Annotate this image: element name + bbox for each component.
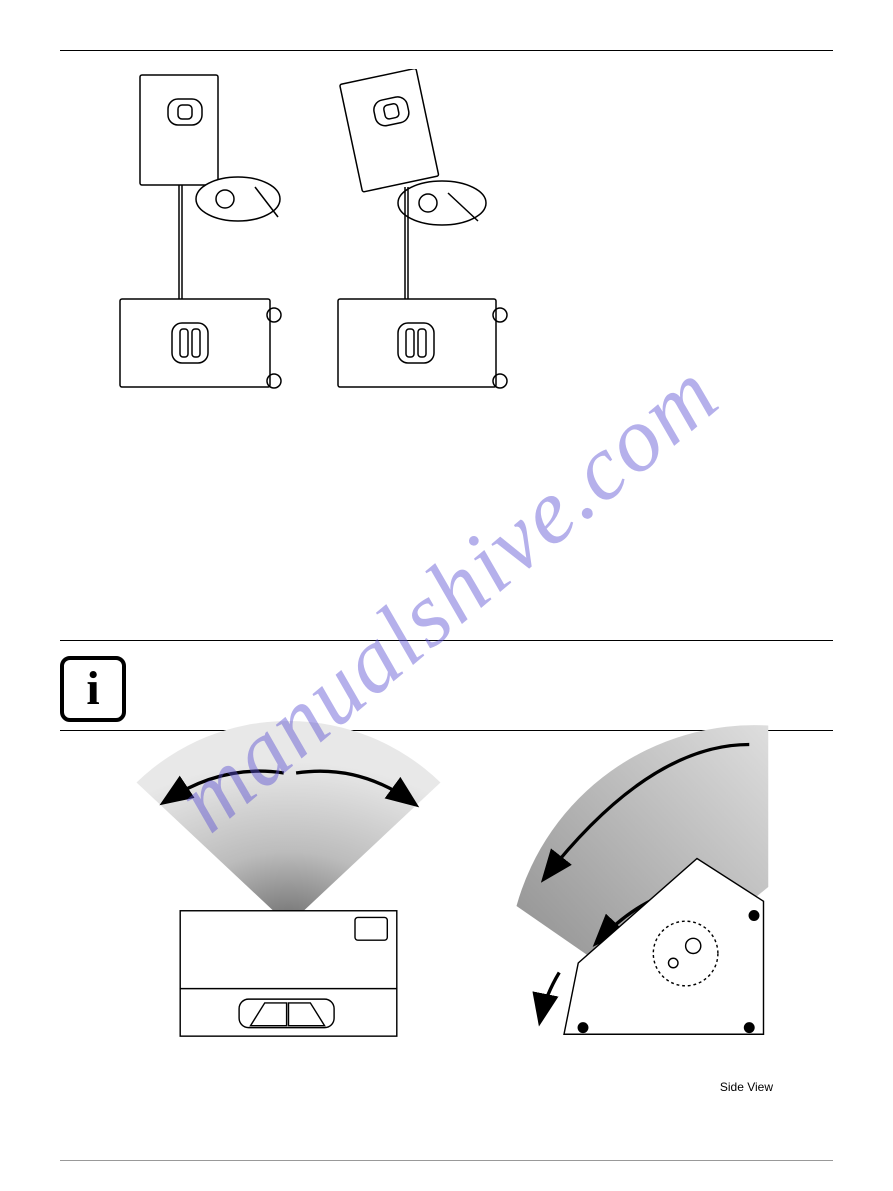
figure-pole-mount bbox=[60, 51, 833, 621]
dispersion-front bbox=[137, 721, 441, 1036]
dispersion-side bbox=[517, 725, 769, 1034]
figure-dispersion: Side View bbox=[60, 696, 833, 1096]
pole-mount-diagram bbox=[110, 69, 540, 409]
side-view-label: Side View bbox=[720, 1080, 773, 1094]
dispersion-diagram bbox=[80, 716, 820, 1096]
rule-footer bbox=[60, 1160, 833, 1161]
rule-mid-1 bbox=[60, 640, 833, 641]
page: i bbox=[0, 0, 893, 1191]
